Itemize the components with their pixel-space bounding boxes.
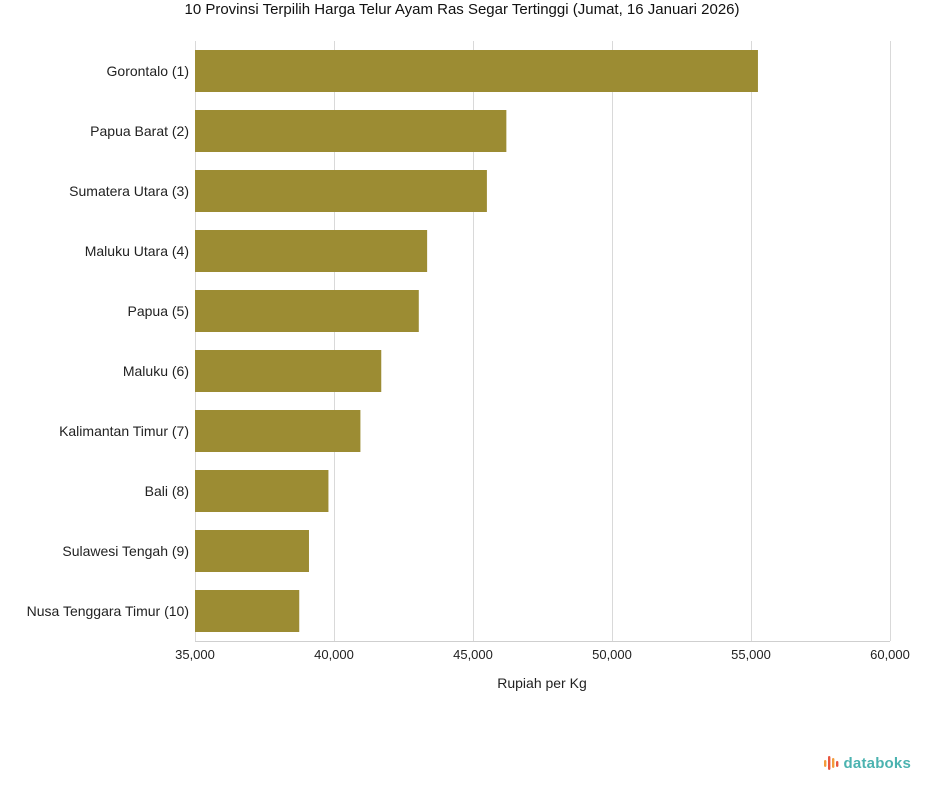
category-label: Gorontalo (1) <box>107 63 189 79</box>
category-labels: Gorontalo (1) Papua Barat (2) Sumatera Uta… <box>27 63 189 619</box>
bar[interactable] <box>195 410 361 452</box>
category-label: Kalimantan Timur (7) <box>59 423 189 439</box>
chart-title: 10 Provinsi Terpilih Harga Telur Ayam Ra… <box>184 1 739 18</box>
brand-logo[interactable]: databoks <box>823 754 911 772</box>
bar[interactable] <box>195 470 329 512</box>
brand-name: databoks <box>843 754 911 772</box>
x-tick-label: 55,000 <box>731 647 771 662</box>
category-label: Maluku Utara (4) <box>85 243 189 259</box>
x-tick-labels: 35,000 40,000 45,000 50,000 55,000 60,000 <box>175 647 910 662</box>
bar[interactable] <box>195 530 309 572</box>
x-tick-label: 60,000 <box>870 647 910 662</box>
bar[interactable] <box>195 350 382 392</box>
category-label: Papua (5) <box>128 303 189 319</box>
bars <box>195 50 758 632</box>
category-label: Maluku (6) <box>123 363 189 379</box>
category-label: Sumatera Utara (3) <box>69 183 189 199</box>
bar[interactable] <box>195 590 300 632</box>
category-label: Sulawesi Tengah (9) <box>62 543 189 559</box>
category-label: Bali (8) <box>145 483 189 499</box>
x-tick-label: 45,000 <box>453 647 493 662</box>
x-axis-title: Rupiah per Kg <box>497 675 587 691</box>
databoks-logo-icon <box>823 756 838 770</box>
x-tick-label: 50,000 <box>592 647 632 662</box>
x-tick-label: 40,000 <box>314 647 354 662</box>
category-label: Nusa Tenggara Timur (10) <box>27 603 189 619</box>
bar[interactable] <box>195 290 419 332</box>
bar[interactable] <box>195 110 507 152</box>
bar[interactable] <box>195 170 487 212</box>
bar[interactable] <box>195 50 758 92</box>
category-label: Papua Barat (2) <box>90 123 189 139</box>
x-tick-label: 35,000 <box>175 647 215 662</box>
bar[interactable] <box>195 230 428 272</box>
